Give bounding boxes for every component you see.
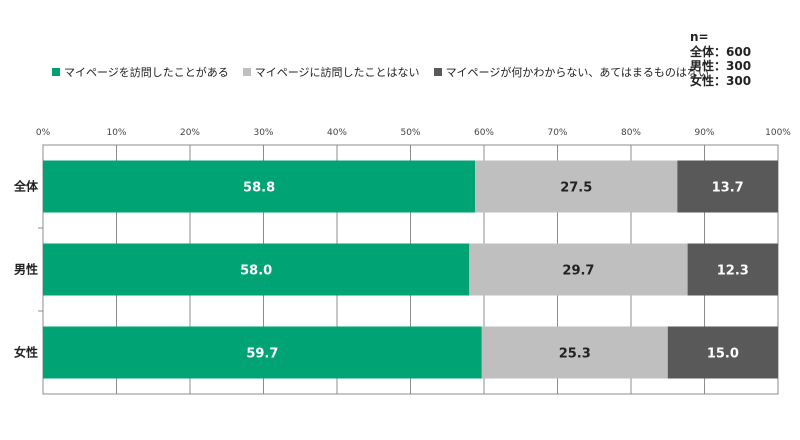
x-tick-label: 100% [765,128,791,138]
x-tick-label: 60% [474,128,494,138]
bar-segment [43,326,482,379]
data-label: 27.5 [560,181,592,196]
legend-label-not-visited: マイページに訪問したことはない [254,66,420,79]
legend-item-visited: マイページを訪問したことがある [52,64,229,80]
category-label-male: 男性 [14,262,38,277]
category-label-total: 全体 [13,179,39,194]
sample-size-header: n= [690,30,709,44]
data-label: 58.0 [240,264,272,279]
x-tick-label: 70% [547,128,567,138]
x-tick-label: 10% [106,128,126,138]
legend-label-unknown: マイページが何かわからない、あてはまるものはない [445,66,709,79]
bar-segment [481,326,668,379]
bar-segment [667,326,778,379]
bar-segment [43,160,476,213]
x-tick-label: 20% [180,128,200,138]
sample-size-female: 女性：300 [690,73,752,88]
legend-label-visited: マイページを訪問したことがある [64,66,229,79]
sample-size-note: n= 全体：600 男性：300 女性：300 [690,30,751,88]
data-label: 15.0 [707,347,739,362]
legend-swatch-not-visited [242,68,251,76]
x-tick-label: 90% [694,128,714,138]
data-label: 13.7 [712,181,744,196]
legend-item-unknown: マイページが何かわからない、あてはまるものはない [433,64,709,80]
bar-segment [687,243,778,296]
x-tick-label: 40% [327,128,347,138]
data-label: 59.7 [246,347,278,362]
chart-legend: マイページを訪問したことがある マイページに訪問したことはない マイページが何か… [52,64,709,80]
data-label: 58.8 [243,181,275,196]
legend-item-not-visited: マイページに訪問したことはない [242,64,420,80]
x-tick-label: 0% [36,128,51,138]
x-tick-label: 80% [621,128,641,138]
x-tick-label: 50% [400,128,420,138]
bar-segment [475,160,678,213]
sample-size-male: 男性：300 [690,59,752,73]
bar-segment [43,243,470,296]
legend-swatch-visited [52,68,60,76]
x-tick-label: 30% [253,128,273,138]
legend-swatch-unknown [433,68,442,76]
data-label: 29.7 [562,264,594,279]
bar-segment [469,243,688,296]
data-label: 25.3 [559,347,591,362]
bar-segment [677,160,778,213]
data-label: 12.3 [717,264,749,279]
category-label-female: 女性 [14,345,38,360]
sample-size-total: 全体：600 [690,44,752,59]
